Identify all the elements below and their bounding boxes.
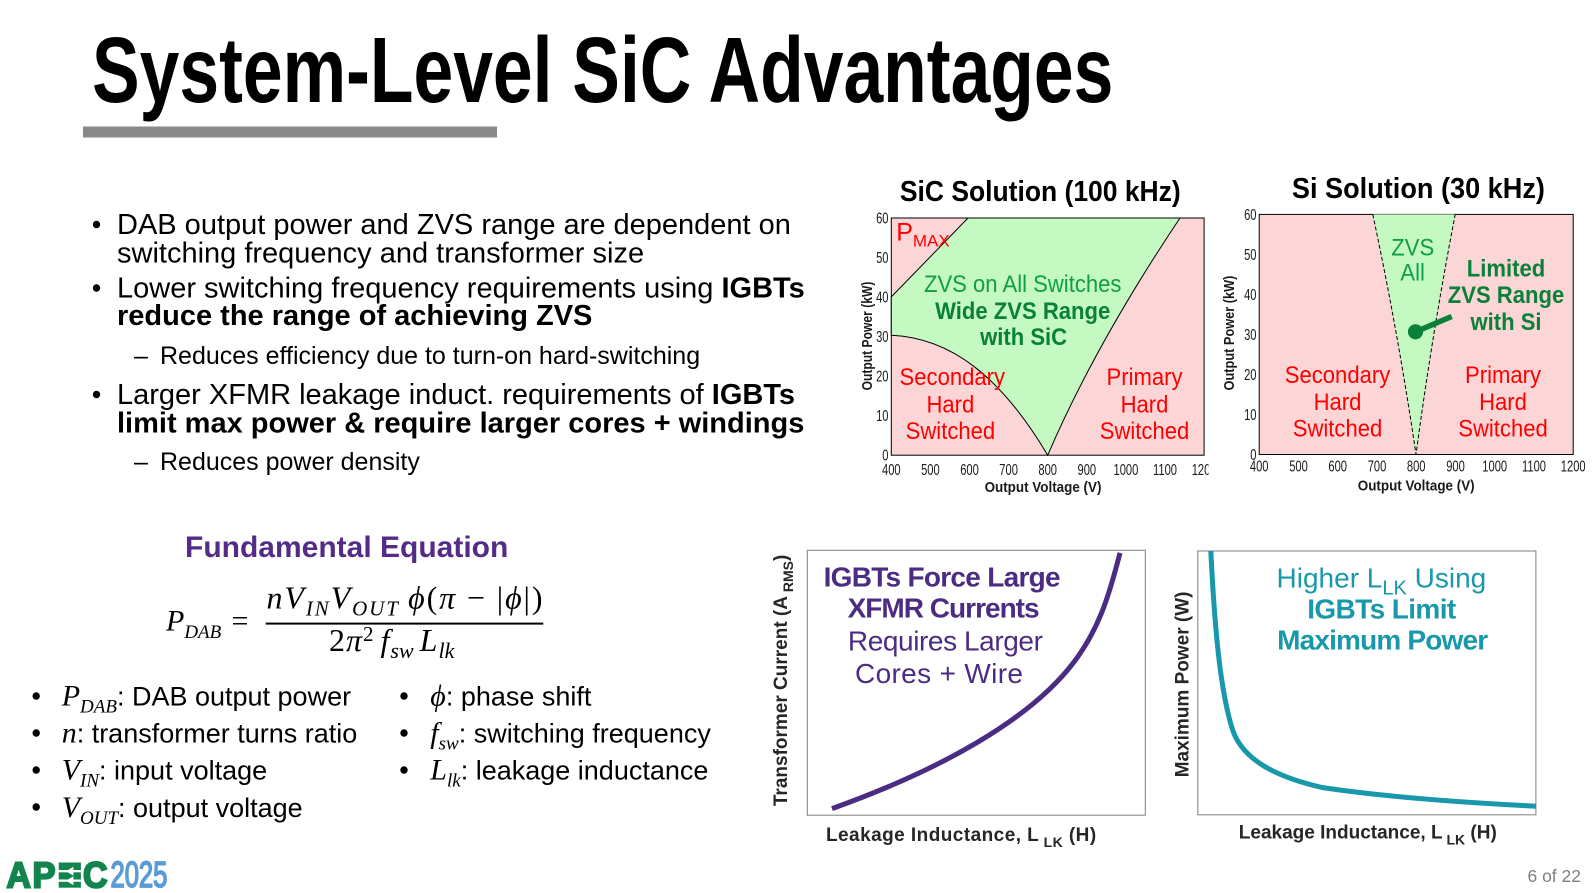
svg-text:1200: 1200	[1561, 458, 1586, 475]
svg-text:1100: 1100	[1522, 458, 1546, 475]
svg-text:1100: 1100	[1153, 461, 1177, 478]
svg-text:Larger XFMR leakage induct. re: Larger XFMR leakage induct. requirements…	[117, 379, 795, 411]
svg-text:P: P	[33, 854, 56, 893]
svg-text:Higher LLK Using: Higher LLK Using	[1277, 563, 1487, 600]
svg-text:30: 30	[876, 328, 888, 345]
svg-text:–: –	[134, 342, 148, 370]
svg-text:Output Power (kW): Output Power (kW)	[859, 282, 875, 391]
svg-text:50: 50	[1244, 246, 1256, 263]
svg-text:Si Solution (30 kHz): Si Solution (30 kHz)	[1292, 172, 1545, 204]
svg-text:20: 20	[1244, 366, 1256, 383]
svg-text:ZVS on All Switches: ZVS on All Switches	[924, 270, 1121, 297]
svg-text:800: 800	[1038, 461, 1057, 478]
svg-text:10: 10	[1244, 406, 1256, 423]
svg-text:10: 10	[876, 407, 888, 424]
svg-text:fsw: switching frequency: fsw: switching frequency	[430, 717, 711, 755]
svg-text:Fundamental Equation: Fundamental Equation	[185, 531, 508, 564]
svg-text:Requires Larger: Requires Larger	[848, 626, 1043, 657]
svg-text:ϕ: phase shift: ϕ: phase shift	[430, 680, 592, 713]
svg-text:Wide ZVS Range: Wide ZVS Range	[935, 297, 1110, 324]
svg-text:=: =	[232, 604, 249, 637]
svg-text:DAB output power and ZVS range: DAB output power and ZVS range are depen…	[117, 209, 791, 241]
svg-text:Output Voltage (V): Output Voltage (V)	[985, 479, 1102, 496]
svg-text:A: A	[7, 854, 31, 893]
svg-text:60: 60	[1244, 206, 1256, 223]
svg-text:reduce the range of achieving: reduce the range of achieving ZVS	[117, 300, 592, 332]
svg-text:40: 40	[876, 289, 888, 306]
svg-text:Secondary: Secondary	[1285, 361, 1391, 388]
svg-text:60: 60	[876, 210, 888, 227]
svg-text:Switched: Switched	[1100, 417, 1190, 444]
svg-text:SiC Solution (100 kHz): SiC Solution (100 kHz)	[900, 175, 1181, 207]
svg-text:Reduces power density: Reduces power density	[160, 448, 420, 476]
svg-text:ZVS Range: ZVS Range	[1448, 281, 1565, 308]
svg-text:Reduces efficiency due to turn: Reduces efficiency due to turn-on hard-s…	[160, 342, 700, 370]
svg-text:Maximum Power (W): Maximum Power (W)	[1173, 591, 1194, 777]
svg-text:700: 700	[1368, 458, 1387, 475]
svg-text:900: 900	[1077, 461, 1096, 478]
svg-text:50: 50	[876, 249, 888, 266]
svg-text:Primary: Primary	[1465, 361, 1541, 388]
svg-text:Hard: Hard	[1479, 388, 1527, 415]
svg-text:Switched: Switched	[1458, 415, 1548, 442]
svg-text:2025: 2025	[111, 855, 168, 893]
svg-text:6 of 22: 6 of 22	[1527, 866, 1581, 886]
svg-text:limit max power & require larg: limit max power & require larger cores +…	[117, 408, 804, 440]
svg-text:500: 500	[921, 461, 940, 478]
svg-text:400: 400	[1250, 458, 1269, 475]
svg-text:Maximum Power: Maximum Power	[1277, 625, 1488, 656]
svg-text:XFMR Currents: XFMR Currents	[848, 592, 1040, 623]
svg-text:Switched: Switched	[1293, 415, 1383, 442]
svg-text:700: 700	[999, 461, 1018, 478]
svg-text:Lower switching frequency requ: Lower switching frequency requirements u…	[117, 273, 805, 305]
svg-text:with SiC: with SiC	[979, 323, 1067, 350]
svg-text:Hard: Hard	[1314, 388, 1362, 415]
svg-text:VIN: input voltage: VIN: input voltage	[62, 754, 267, 792]
svg-text:30: 30	[1244, 326, 1256, 343]
svg-text:600: 600	[960, 461, 979, 478]
svg-text:Switched: Switched	[906, 417, 996, 444]
svg-text:600: 600	[1328, 458, 1347, 475]
svg-text:switching frequency and transf: switching frequency and transformer size	[117, 238, 644, 270]
svg-text:System-Level SiC Advantages: System-Level SiC Advantages	[92, 18, 1113, 122]
svg-text:ZVS: ZVS	[1391, 234, 1434, 261]
svg-text:0: 0	[882, 447, 888, 464]
svg-text:with Si: with Si	[1469, 308, 1541, 335]
svg-text:Cores + Wire: Cores + Wire	[855, 658, 1023, 689]
svg-text:Hard: Hard	[1121, 391, 1169, 418]
svg-text:PDAB: DAB output power: PDAB: DAB output power	[61, 680, 351, 718]
svg-text:20: 20	[876, 368, 888, 385]
svg-text:400: 400	[882, 461, 901, 478]
svg-text:Output Power (kW): Output Power (kW)	[1221, 276, 1237, 391]
svg-text:Secondary: Secondary	[900, 363, 1006, 390]
svg-text:VOUT: output voltage: VOUT: output voltage	[62, 791, 303, 829]
svg-text:1000: 1000	[1113, 461, 1138, 478]
svg-text:IGBTs Limit: IGBTs Limit	[1307, 594, 1456, 625]
svg-text:40: 40	[1244, 286, 1256, 303]
svg-text:C: C	[83, 854, 108, 893]
svg-text:IGBTs Force Large: IGBTs Force Large	[824, 562, 1061, 593]
svg-text:Primary: Primary	[1106, 363, 1182, 390]
svg-text:–: –	[134, 448, 148, 476]
svg-text:0: 0	[1250, 446, 1256, 463]
svg-text:1000: 1000	[1482, 458, 1507, 475]
svg-text:Llk: leakage inductance: Llk: leakage inductance	[429, 754, 708, 792]
svg-text:Transformer Current (A RMS): Transformer Current (A RMS)	[771, 555, 796, 806]
svg-text:PDAB: PDAB	[165, 604, 222, 643]
svg-text:Limited: Limited	[1467, 255, 1545, 282]
svg-text:900: 900	[1446, 458, 1465, 475]
svg-text:800: 800	[1407, 458, 1426, 475]
svg-text:Leakage Inductance, L LK (H): Leakage Inductance, L LK (H)	[826, 825, 1097, 850]
svg-text:500: 500	[1289, 458, 1308, 475]
svg-text:Hard: Hard	[926, 391, 974, 418]
svg-text:n: transformer turns ratio: n: transformer turns ratio	[62, 717, 358, 750]
svg-text:All: All	[1400, 259, 1425, 286]
svg-text:Output Voltage (V): Output Voltage (V)	[1358, 477, 1475, 494]
